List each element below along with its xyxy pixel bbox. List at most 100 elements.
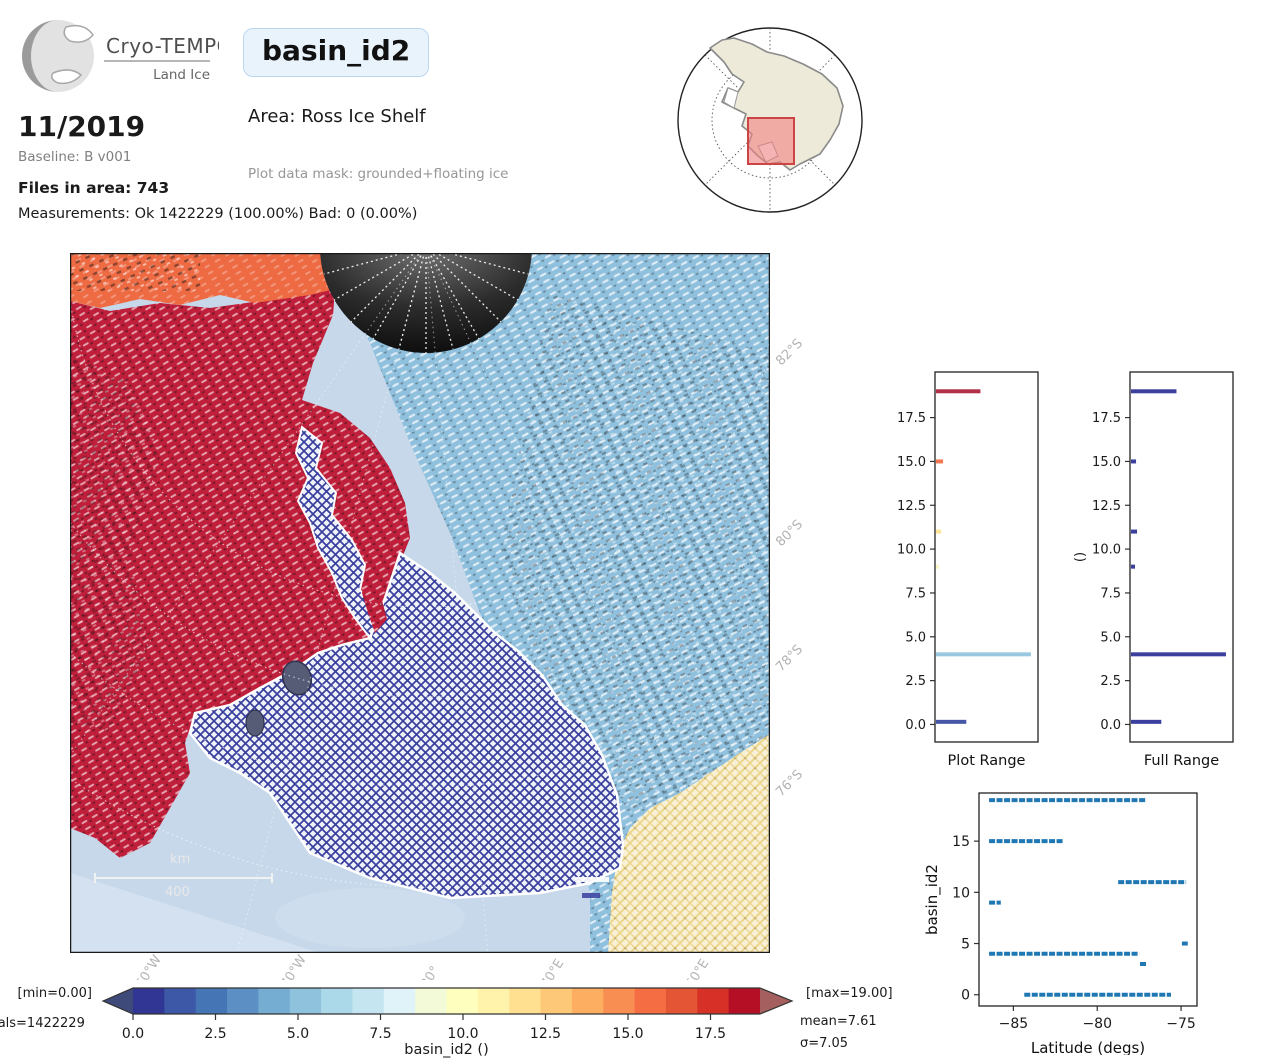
ice-front-dash — [575, 877, 609, 882]
report-month: 11/2019 — [18, 110, 146, 143]
y-axis-label: () — [1073, 552, 1088, 562]
ronne-shelf — [723, 87, 739, 109]
colorbar: 0.0 2.5 5.0 7.5 10.0 12.5 15.0 17.5 basin_id2 () — [85, 980, 825, 1058]
y-tick-label: 5 — [961, 937, 970, 953]
map-region-basin19-crimson — [70, 278, 410, 858]
hist-bar — [1131, 719, 1162, 724]
y-tick-label: 17.5 — [897, 411, 926, 426]
crimson-sliver — [362, 579, 387, 633]
map-region-basin11-yellow — [608, 734, 770, 953]
chart-title: Full Range — [1144, 753, 1219, 769]
hist-bar — [1131, 652, 1226, 657]
globe-landmass-south — [51, 69, 83, 85]
colorbar-cell — [352, 988, 385, 1014]
colorbar-tick-label: 15.0 — [612, 1026, 643, 1042]
colorbar-cell — [195, 988, 228, 1014]
colorbar-tick-label: 10.0 — [447, 1026, 478, 1042]
y-tick-label: 15.0 — [1092, 455, 1121, 470]
x-tick-label: −85 — [999, 1016, 1029, 1032]
hist-bar — [1131, 389, 1177, 394]
axes-frame — [934, 371, 1039, 743]
area-name: Area: Ross Ice Shelf — [248, 106, 426, 127]
y-tick-label: 0.0 — [905, 718, 926, 733]
x-axis-label: Latitude (degs) — [1031, 1039, 1145, 1055]
measurements-summary: Measurements: Ok 1422229 (100.00%) Bad: … — [18, 206, 418, 222]
colorbar-cell — [665, 988, 698, 1014]
y-tick-label: 0.0 — [1100, 718, 1121, 733]
colorbar-axis-label: basin_id2 () — [404, 1042, 489, 1058]
hist-bar — [1131, 529, 1138, 534]
chart-title: Plot Range — [948, 753, 1026, 769]
y-tick-label: 2.5 — [1100, 674, 1121, 689]
globe-crescent — [22, 20, 58, 92]
colorbar-tick-label: 5.0 — [287, 1026, 309, 1042]
colorbar-cell — [446, 988, 479, 1014]
hist-bar — [936, 459, 944, 464]
lat-label-78s: 78°S — [773, 642, 807, 675]
y-tick-label: 7.5 — [905, 586, 926, 601]
y-tick-label: 12.5 — [897, 499, 926, 514]
colorbar-cell — [258, 988, 291, 1014]
y-tick-label: 15 — [952, 834, 970, 850]
y-tick-label: 12.5 — [1092, 499, 1121, 514]
map-region-basin0-indigo — [188, 551, 625, 900]
files-in-area: Files in area: 743 — [18, 179, 170, 197]
hist-bar — [936, 389, 981, 394]
lat-label-82s: 82°S — [773, 336, 807, 369]
colorbar-mean: mean=7.61 — [800, 1014, 877, 1029]
colorbar-tick-label: 12.5 — [530, 1026, 561, 1042]
latitude-scatter-chart: 0 5 10 15 −85 −80 −75 Latitude (degs) basin_id2 — [923, 792, 1198, 1055]
colorbar-cell — [164, 988, 197, 1014]
y-tick-label: 15.0 — [897, 455, 926, 470]
colorbar-sigma: σ=7.05 — [800, 1036, 849, 1051]
colorbar-cell — [697, 988, 730, 1014]
y-tick-label: 0 — [961, 988, 970, 1004]
graticule-meridians — [70, 253, 757, 953]
globe-landmass-north — [63, 24, 94, 43]
logo-title: Cryo-TEMPO — [106, 34, 219, 58]
y-tick-label: 5.0 — [1100, 630, 1121, 645]
colorbar-cell — [634, 988, 667, 1014]
colorbar-cell — [415, 988, 448, 1014]
colorbar-cell — [477, 988, 510, 1014]
cryo-tempo-logo: Cryo-TEMPO Land Ice — [22, 20, 219, 92]
island-small — [245, 709, 265, 737]
map-frame — [70, 253, 770, 953]
colorbar-vals: vals=1422229 — [0, 1016, 85, 1031]
map-scalebar: km 400 — [94, 852, 273, 900]
colorbar-cell — [571, 988, 604, 1014]
y-tick-label: 2.5 — [905, 674, 926, 689]
colorbar-under-arrow — [103, 988, 133, 1014]
colorbar-tick-label: 7.5 — [369, 1026, 391, 1042]
area-highlight-box — [747, 117, 795, 165]
variable-title-badge: basin_id2 — [243, 28, 430, 77]
lat-label-76s: 76°S — [773, 767, 807, 800]
y-tick-label: 10.0 — [897, 543, 926, 558]
lat-label-80s: 80°S — [773, 517, 807, 550]
corner-speckle — [70, 253, 200, 291]
axes-frame — [1129, 371, 1234, 743]
colorbar-tick-label: 2.5 — [204, 1026, 226, 1042]
colorbar-tick-label: 0.0 — [122, 1026, 144, 1042]
y-tick-label: 7.5 — [1100, 586, 1121, 601]
y-tick-label: 10.0 — [1092, 543, 1121, 558]
axes-frame — [978, 792, 1198, 1007]
y-tick-label: 10 — [952, 885, 970, 901]
colorbar-cell — [321, 988, 354, 1014]
colorbar-over-arrow — [760, 988, 792, 1014]
scalebar-unit: km — [170, 852, 190, 867]
colorbar-min-label: [min=0.00] — [17, 986, 93, 1001]
graticule-parallels — [70, 296, 770, 888]
antarctica-locator-map — [677, 27, 863, 213]
plot-range-chart: 0.0 2.5 5.0 7.5 10.0 12.5 15.0 17.5 Plot Range — [897, 371, 1039, 769]
hist-bar — [936, 564, 940, 569]
colorbar-max-label: [max=19.00] — [806, 986, 893, 1001]
logo-subtitle: Land Ice — [153, 67, 210, 83]
scalebar-value: 400 — [165, 885, 190, 900]
hist-bar — [1131, 564, 1136, 569]
colorbar-cell — [603, 988, 636, 1014]
colorbar-cell — [540, 988, 573, 1014]
x-tick-label: −75 — [1166, 1016, 1196, 1032]
island-roosevelt — [281, 660, 313, 696]
colorbar-cell — [383, 988, 416, 1014]
